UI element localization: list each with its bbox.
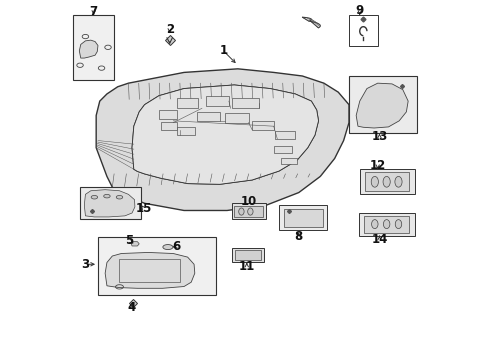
Bar	[252, 121, 274, 130]
Text: 9: 9	[356, 4, 364, 17]
Ellipse shape	[395, 220, 402, 229]
Bar	[232, 248, 264, 262]
Text: 6: 6	[173, 240, 181, 253]
Bar	[80, 187, 141, 220]
Text: 1: 1	[220, 44, 227, 57]
Ellipse shape	[383, 220, 390, 229]
Polygon shape	[132, 85, 318, 184]
Bar	[196, 112, 220, 121]
Text: 10: 10	[241, 195, 257, 208]
Ellipse shape	[91, 195, 98, 199]
Polygon shape	[96, 69, 349, 211]
Bar	[359, 213, 416, 235]
Bar	[364, 216, 409, 233]
Bar	[284, 209, 323, 226]
Ellipse shape	[371, 220, 378, 229]
Bar	[177, 127, 195, 135]
Bar	[235, 250, 261, 260]
Text: 11: 11	[239, 260, 255, 273]
Bar	[274, 146, 292, 153]
Bar	[225, 113, 248, 123]
Bar	[232, 98, 259, 108]
Text: 12: 12	[369, 159, 386, 172]
Text: 7: 7	[90, 5, 98, 18]
Bar	[365, 172, 409, 192]
Polygon shape	[131, 242, 139, 246]
Bar	[360, 169, 416, 194]
Ellipse shape	[395, 176, 402, 187]
Bar	[120, 259, 180, 282]
Bar	[232, 203, 266, 220]
Bar	[234, 206, 263, 217]
Ellipse shape	[104, 194, 110, 198]
Ellipse shape	[383, 176, 390, 187]
Bar	[73, 15, 114, 80]
Polygon shape	[132, 85, 318, 184]
Bar	[205, 96, 229, 107]
Polygon shape	[84, 190, 135, 217]
Bar	[161, 122, 177, 130]
Ellipse shape	[116, 195, 122, 199]
Bar	[177, 98, 198, 108]
Bar	[349, 15, 378, 45]
Ellipse shape	[371, 176, 378, 187]
Polygon shape	[356, 83, 408, 128]
Text: 3: 3	[81, 258, 90, 271]
Text: 8: 8	[294, 230, 303, 243]
Text: 5: 5	[125, 234, 134, 247]
Text: 14: 14	[371, 233, 388, 246]
Bar	[281, 158, 297, 164]
Ellipse shape	[163, 244, 173, 249]
Bar	[159, 110, 177, 119]
Polygon shape	[302, 17, 320, 28]
Text: 13: 13	[371, 130, 388, 144]
Ellipse shape	[239, 208, 244, 215]
Bar	[275, 131, 295, 139]
Bar	[98, 237, 216, 295]
Text: 2: 2	[166, 23, 174, 36]
Bar	[279, 205, 327, 230]
Bar	[349, 76, 417, 134]
Text: 15: 15	[136, 202, 152, 215]
Text: 4: 4	[128, 301, 136, 314]
Ellipse shape	[247, 208, 253, 215]
Polygon shape	[105, 252, 195, 288]
Polygon shape	[79, 40, 98, 58]
